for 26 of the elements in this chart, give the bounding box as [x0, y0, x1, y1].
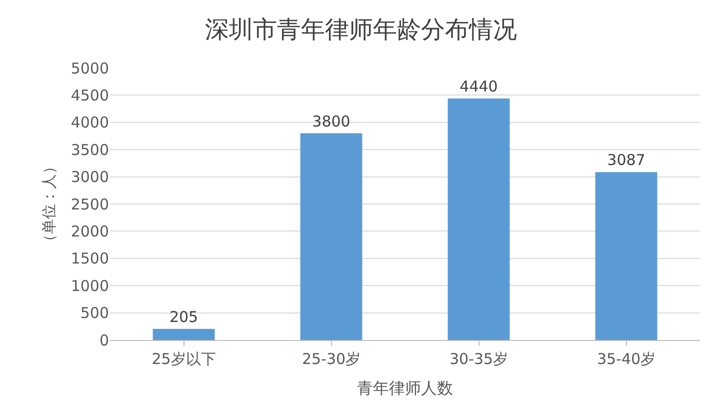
chart-title: 深圳市青年律师年龄分布情况 — [205, 15, 517, 44]
y-tick-label: 3500 — [70, 140, 109, 159]
y-tick-label: 2500 — [70, 195, 109, 214]
x-tick-label: 25岁以下 — [152, 350, 216, 368]
bar — [595, 172, 658, 340]
data-label: 4440 — [460, 77, 498, 96]
data-label: 205 — [169, 308, 198, 326]
x-tick-label: 35-40岁 — [596, 350, 656, 368]
x-tick-label: 30-35岁 — [449, 350, 508, 368]
bar — [152, 328, 215, 340]
y-tick-label: 1000 — [70, 276, 109, 295]
y-tick-label: 5000 — [70, 59, 109, 78]
data-label: 3800 — [312, 112, 350, 130]
x-axis-title: 青年律师人数 — [357, 378, 453, 398]
y-tick-label: 3000 — [70, 168, 109, 186]
y-tick-label: 0 — [99, 331, 109, 350]
y-tick-label: 4000 — [70, 114, 109, 132]
y-tick-label: 2000 — [70, 222, 109, 240]
y-tick-label: 4500 — [70, 86, 109, 104]
y-axis-title: （单位：人） — [40, 159, 58, 249]
bar — [300, 133, 362, 340]
y-tick-label: 500 — [80, 304, 109, 322]
y-tick-label: 1500 — [70, 250, 109, 268]
x-tick-label: 25-30岁 — [302, 350, 361, 368]
bar — [448, 98, 510, 340]
data-label: 3087 — [607, 151, 646, 170]
